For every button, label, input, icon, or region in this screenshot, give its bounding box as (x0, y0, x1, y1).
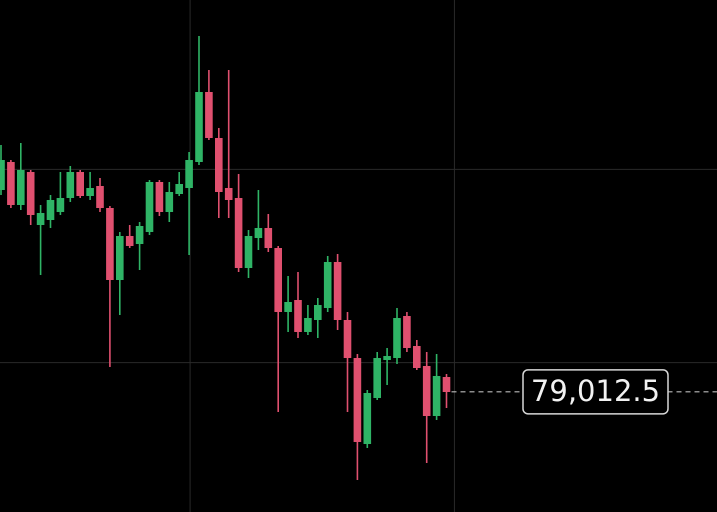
candle-body (56, 198, 65, 212)
candle-body (284, 302, 292, 312)
candle-body (125, 236, 134, 246)
candle-body (17, 170, 25, 205)
candle-body (106, 208, 114, 280)
candle-body (442, 377, 451, 392)
candle-body (264, 228, 273, 248)
candle-body (422, 366, 431, 416)
candle-body (224, 188, 233, 200)
candle-body (314, 305, 322, 320)
candle-body (86, 188, 94, 196)
candle-body (76, 172, 84, 196)
candle-body (254, 228, 263, 238)
candle-body (0, 160, 5, 190)
candle-body (96, 186, 104, 208)
candle-body (165, 192, 174, 212)
candle-body (403, 316, 411, 348)
candle-body (383, 356, 391, 360)
candle-body (135, 226, 144, 244)
candle-body (195, 92, 203, 162)
last-price-box (522, 369, 669, 415)
candle-body (7, 162, 15, 205)
candle-body (46, 200, 55, 220)
candle-body (274, 248, 282, 312)
candle-body (215, 138, 223, 192)
candle-body (244, 236, 253, 268)
candle-body (413, 346, 421, 368)
candle-body (116, 236, 124, 280)
candle-body (185, 160, 193, 188)
candle-body (432, 376, 441, 416)
candle-body (66, 172, 75, 198)
candle-body (205, 92, 213, 138)
candle-body (294, 300, 302, 332)
candle-body (373, 358, 381, 398)
candle-body (323, 262, 332, 308)
candle-body (145, 182, 154, 232)
candle-body (333, 262, 342, 320)
candle-body (393, 318, 401, 358)
candle-body (353, 358, 362, 442)
last-price-label: 79,012.5 (531, 374, 660, 408)
candle-body (155, 182, 164, 212)
candle-body (234, 198, 243, 268)
candle-body (175, 184, 183, 194)
candle-body (36, 213, 45, 225)
candle-body (26, 172, 35, 215)
candle-body (304, 318, 312, 332)
candle-body (343, 320, 352, 358)
candle-body (363, 393, 372, 444)
